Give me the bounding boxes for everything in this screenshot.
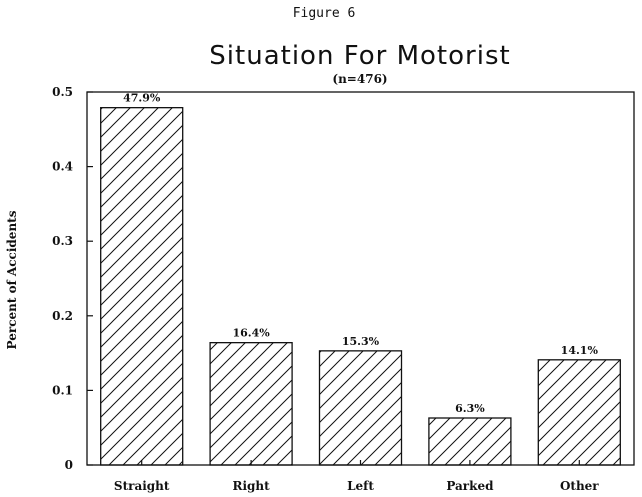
- x-axis-ticks: Straight Right Left Parked Other: [114, 460, 599, 493]
- x-tick-label: Parked: [446, 479, 494, 493]
- bar-other: [537, 359, 621, 466]
- y-tick-label: 0.1: [52, 383, 73, 397]
- y-tick-label: 0.3: [52, 234, 73, 248]
- y-axis-label: Percent of Accidents: [5, 210, 19, 349]
- x-tick-label: Straight: [114, 479, 170, 493]
- y-tick-label: 0: [65, 458, 73, 472]
- bar-value-label: 15.3%: [342, 335, 380, 348]
- bar-value-label: 6.3%: [455, 402, 485, 415]
- y-tick-label: 0.5: [52, 85, 73, 99]
- y-tick-label: 0.4: [52, 160, 73, 174]
- y-axis-ticks: 0 0.1 0.2 0.3 0.4 0.5: [52, 85, 93, 472]
- chart-title: Situation For Motorist: [209, 41, 510, 71]
- x-tick-label: Right: [232, 479, 270, 493]
- x-tick-label: Other: [560, 479, 599, 493]
- bar-value-label: 16.4%: [232, 327, 270, 340]
- chart-subtitle: (n=476): [332, 72, 387, 86]
- bar-left: [318, 350, 403, 466]
- value-labels: 47.9% 16.4% 15.3% 6.3% 14.1%: [123, 92, 598, 415]
- bar-value-label: 47.9%: [123, 92, 161, 105]
- bar-straight: [100, 107, 184, 466]
- y-tick-label: 0.2: [52, 309, 73, 323]
- bars: [100, 107, 621, 466]
- bar-value-label: 14.1%: [561, 344, 599, 357]
- figure-label: Figure 6: [293, 6, 356, 21]
- bar-right: [209, 342, 293, 466]
- bar-parked: [428, 417, 512, 466]
- x-tick-label: Left: [347, 479, 374, 493]
